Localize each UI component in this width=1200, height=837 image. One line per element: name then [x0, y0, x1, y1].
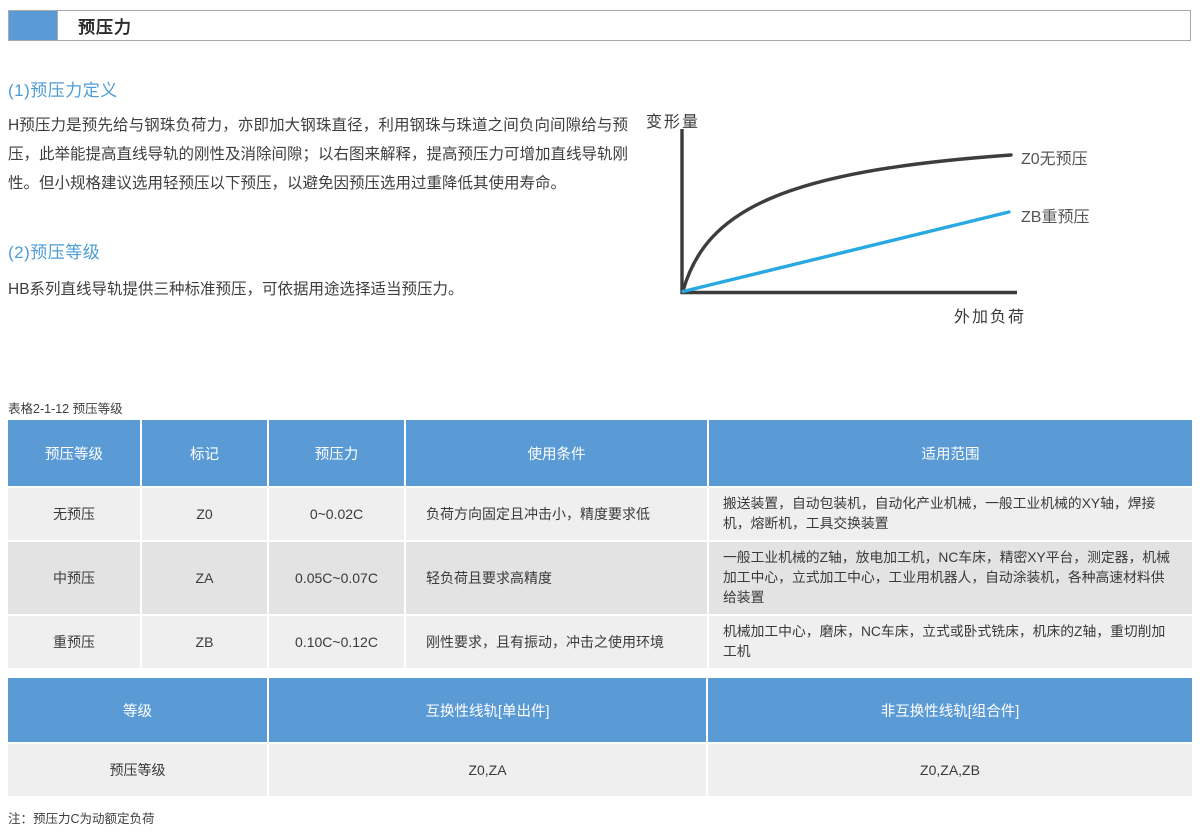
table-row: 重预压 ZB 0.10C~0.12C 刚性要求，且有振动，冲击之使用环境 机械加… — [8, 616, 1192, 668]
table-row: 预压等级 Z0,ZA Z0,ZA,ZB — [8, 744, 1192, 796]
series-z0-label: Z0无预压 — [1021, 151, 1088, 168]
t1-cell-range: 一般工业机械的Z轴，放电加工机，NC车床，精密XY平台，测定器，机械加工中心，立… — [709, 542, 1192, 614]
series-zb-line — [681, 210, 1011, 294]
section-1-heading: (1)预压力定义 — [8, 81, 118, 100]
t1-cell-condition: 轻负荷且要求高精度 — [406, 542, 707, 614]
t1-cell-grade: 重预压 — [8, 616, 140, 668]
t1-header-mark: 标记 — [142, 420, 267, 486]
page-title: 预压力 — [78, 18, 132, 37]
t1-header-grade: 预压等级 — [8, 420, 140, 486]
chart-y-axis-label: 变形量 — [646, 114, 701, 131]
chart-axes — [680, 129, 1017, 295]
t1-header-range: 适用范围 — [709, 420, 1192, 486]
t2-cell-interchangeable: Z0,ZA — [269, 744, 706, 796]
t2-header-row: 等级 互换性线轨[单出件] 非互换性线轨[组合件] — [8, 678, 1192, 742]
table1-caption: 表格2-1-12 预压等级 — [8, 402, 123, 416]
series-zb-label: ZB重预压 — [1021, 209, 1090, 226]
preload-deformation-chart: 变形量 Z0无预压 ZB重预压 外加负荷 — [640, 105, 1190, 333]
intro-text-column: (1)预压力定义 H预压力是预先给与钢珠负荷力，亦即加大钢珠直径，利用钢珠与珠道… — [8, 76, 628, 304]
t1-cell-grade: 中预压 — [8, 542, 140, 614]
t1-cell-mark: ZB — [142, 616, 267, 668]
section-2-body: HB系列直线导轨提供三种标准预压，可依据用途选择适当预压力。 — [8, 281, 464, 298]
t1-cell-preload: 0~0.02C — [269, 488, 404, 540]
t1-cell-condition: 刚性要求，且有振动，冲击之使用环境 — [406, 616, 707, 668]
title-accent-block — [9, 11, 58, 40]
t2-header-noninterchangeable: 非互换性线轨[组合件] — [708, 678, 1192, 742]
t2-header-interchangeable: 互换性线轨[单出件] — [269, 678, 706, 742]
t1-cell-range: 机械加工中心，磨床，NC车床，立式或卧式铣床，机床的Z轴，重切削加工机 — [709, 616, 1192, 668]
t2-cell-noninterchangeable: Z0,ZA,ZB — [708, 744, 1192, 796]
t1-cell-condition: 负荷方向固定且冲击小，精度要求低 — [406, 488, 707, 540]
footnote: 注：预压力C为动额定负荷 — [8, 812, 155, 826]
t1-cell-grade: 无预压 — [8, 488, 140, 540]
chart-canvas — [680, 129, 1017, 295]
t1-cell-preload: 0.10C~0.12C — [269, 616, 404, 668]
section-1-body: H预压力是预先给与钢珠负荷力，亦即加大钢珠直径，利用钢珠与珠道之间负向间隙给与预… — [8, 117, 629, 192]
section-2-heading: (2)预压等级 — [8, 243, 101, 262]
t1-cell-preload: 0.05C~0.07C — [269, 542, 404, 614]
title-bar: 预压力 — [8, 10, 1191, 41]
interchangeability-table: 等级 互换性线轨[单出件] 非互换性线轨[组合件] 预压等级 Z0,ZA Z0,… — [6, 676, 1194, 798]
table-row: 中预压 ZA 0.05C~0.07C 轻负荷且要求高精度 一般工业机械的Z轴，放… — [8, 542, 1192, 614]
t1-cell-range: 搬送装置，自动包装机，自动化产业机械，一般工业机械的XY轴，焊接机，熔断机，工具… — [709, 488, 1192, 540]
series-z0-curve — [681, 153, 1013, 293]
t1-cell-mark: Z0 — [142, 488, 267, 540]
table-row: 无预压 Z0 0~0.02C 负荷方向固定且冲击小，精度要求低 搬送装置，自动包… — [8, 488, 1192, 540]
t1-header-preload: 预压力 — [269, 420, 404, 486]
t2-cell-grade: 预压等级 — [8, 744, 267, 796]
t1-header-row: 预压等级 标记 预压力 使用条件 适用范围 — [8, 420, 1192, 486]
preload-grade-table: 预压等级 标记 预压力 使用条件 适用范围 无预压 Z0 0~0.02C 负荷方… — [6, 418, 1194, 670]
chart-x-axis-label: 外加负荷 — [953, 309, 1026, 326]
t1-cell-mark: ZA — [142, 542, 267, 614]
t1-header-condition: 使用条件 — [406, 420, 707, 486]
t2-header-grade: 等级 — [8, 678, 267, 742]
